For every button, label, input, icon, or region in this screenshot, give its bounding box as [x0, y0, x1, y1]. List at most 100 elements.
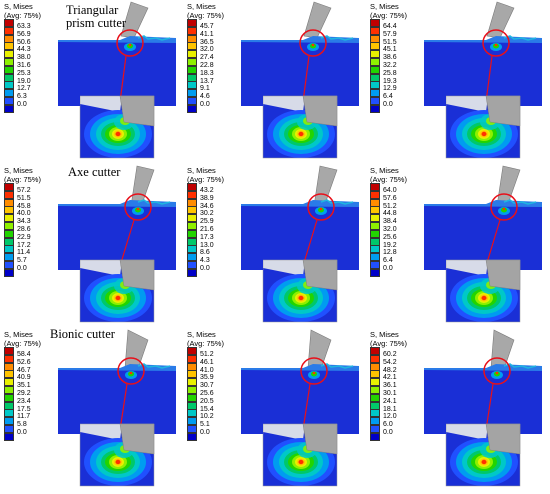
- scale-swatch: [4, 198, 14, 207]
- scale-swatch: [187, 19, 197, 27]
- scale-value: 6.0: [383, 421, 393, 429]
- stress-contour-plot: [58, 165, 176, 323]
- scale-value: 6.4: [383, 93, 393, 101]
- caption-line: Bionic cutter: [50, 327, 115, 341]
- stress-contour-plot: [58, 329, 176, 487]
- scale-value: 64.0: [383, 187, 397, 194]
- scale-swatch: [187, 378, 197, 387]
- scale-swatch: [370, 206, 380, 215]
- scale-swatch: [187, 104, 197, 113]
- scale-swatch: [187, 26, 197, 35]
- scale-swatch: [4, 378, 14, 387]
- stress-panel: S, Mises (Avg: 75%) 43.2 38.9 34.6 30.2 25.9 21…: [183, 164, 363, 326]
- scale-value: 57.6: [383, 194, 397, 202]
- stress-contour-plot: [58, 1, 176, 159]
- scale-value: 64.4: [383, 23, 397, 30]
- scale-value: 18.3: [200, 69, 214, 77]
- scale-value: 51.5: [383, 38, 397, 46]
- stress-panel: S, Mises (Avg: 75%) 63.3 56.9 50.6 44.3 38.0 31…: [0, 0, 180, 162]
- scale-swatch: [4, 253, 14, 262]
- legend-title: S, Mises (Avg: 75%): [370, 330, 407, 348]
- scale-value: 15.4: [200, 405, 214, 413]
- scale-value: 22.8: [200, 62, 214, 69]
- scale-value: 0.0: [200, 101, 210, 108]
- scale-value: 0.0: [383, 265, 393, 272]
- scale-value: 4.3: [200, 257, 210, 265]
- scale-swatch: [187, 347, 197, 355]
- scale-swatch: [370, 42, 380, 51]
- scale-swatch: [4, 386, 14, 394]
- scale-value: 41.0: [200, 366, 214, 374]
- scale-swatch: [187, 409, 197, 418]
- scale-value: 36.1: [383, 382, 397, 390]
- scale-value: 19.3: [383, 77, 397, 85]
- scale-swatch: [370, 198, 380, 207]
- legend-title: S, Mises (Avg: 75%): [370, 166, 407, 184]
- scale-value: 24.1: [383, 397, 397, 405]
- scale-swatch: [4, 89, 14, 98]
- legend-title: S, Mises (Avg: 75%): [4, 2, 41, 20]
- stress-contour-plot: [241, 165, 359, 323]
- scale-swatch: [187, 245, 197, 254]
- scale-swatch: [4, 417, 14, 426]
- scale-value: 35.1: [17, 382, 31, 390]
- scale-value: 40.9: [17, 374, 31, 382]
- scale-swatch: [187, 253, 197, 262]
- scale-swatch: [370, 354, 380, 363]
- legend-variable: S, Mises: [4, 330, 33, 339]
- legend-variable: S, Mises: [370, 330, 399, 339]
- scale-value: 54.2: [383, 358, 397, 366]
- scale-value: 30.2: [200, 210, 214, 218]
- scale-swatch: [4, 354, 14, 363]
- scale-swatch: [370, 386, 380, 394]
- legend-title: S, Mises (Avg: 75%): [187, 166, 224, 184]
- scale-value: 58.4: [17, 351, 31, 358]
- scale-swatch: [370, 73, 380, 82]
- legend-title: S, Mises (Avg: 75%): [4, 330, 41, 348]
- scale-value: 42.1: [383, 374, 397, 382]
- legend-variable: S, Mises: [4, 166, 33, 175]
- scale-swatch: [4, 183, 14, 191]
- scale-value: 48.2: [383, 366, 397, 374]
- scale-value: 46.1: [200, 358, 214, 366]
- legend-averaging: (Avg: 75%): [370, 11, 407, 20]
- scale-swatch: [370, 65, 380, 74]
- scale-value: 25.6: [200, 390, 214, 397]
- caption-line: prism cutter: [66, 16, 127, 30]
- scale-value: 19.2: [383, 241, 397, 249]
- scale-value: 5.1: [200, 421, 210, 429]
- scale-value: 25.9: [200, 218, 214, 226]
- scale-value: 13.7: [200, 77, 214, 85]
- scale-swatch: [370, 104, 380, 113]
- scale-value: 8.6: [200, 249, 210, 257]
- scale-swatch: [370, 97, 380, 105]
- scale-value: 22.9: [17, 233, 31, 241]
- scale-swatch: [187, 222, 197, 230]
- scale-swatch: [187, 65, 197, 74]
- stress-panel: S, Mises (Avg: 75%) 60.2 54.2 48.2 42.1 36.1 30…: [366, 328, 546, 490]
- scale-swatch: [370, 237, 380, 246]
- stress-panel: S, Mises (Avg: 75%) 64.4 57.9 51.5 45.1 38.6 32…: [366, 0, 546, 162]
- scale-value: 60.2: [383, 351, 397, 358]
- scale-value: 9.1: [200, 85, 210, 93]
- scale-swatch: [4, 58, 14, 66]
- scale-value: 41.1: [200, 30, 214, 38]
- scale-value: 25.6: [383, 233, 397, 241]
- stress-panel: S, Mises (Avg: 75%) 57.2 51.5 45.8 40.0 34.3 28…: [0, 164, 180, 326]
- scale-swatch: [4, 206, 14, 215]
- scale-value: 4.6: [200, 93, 210, 101]
- legend-title: S, Mises (Avg: 75%): [370, 2, 407, 20]
- scale-swatch: [187, 81, 197, 90]
- scale-value: 28.6: [17, 226, 31, 233]
- scale-value: 11.4: [17, 249, 31, 257]
- scale-swatch: [370, 409, 380, 418]
- scale-value: 34.6: [200, 202, 214, 210]
- scale-value: 38.6: [383, 54, 397, 62]
- scale-value: 52.6: [17, 358, 31, 366]
- scale-swatch: [187, 183, 197, 191]
- cutter-caption: Triangular prism cutter: [66, 4, 126, 30]
- scale-value: 51.2: [383, 202, 397, 210]
- legend-averaging: (Avg: 75%): [187, 175, 224, 184]
- legend-variable: S, Mises: [4, 2, 33, 11]
- scale-swatch: [4, 409, 14, 418]
